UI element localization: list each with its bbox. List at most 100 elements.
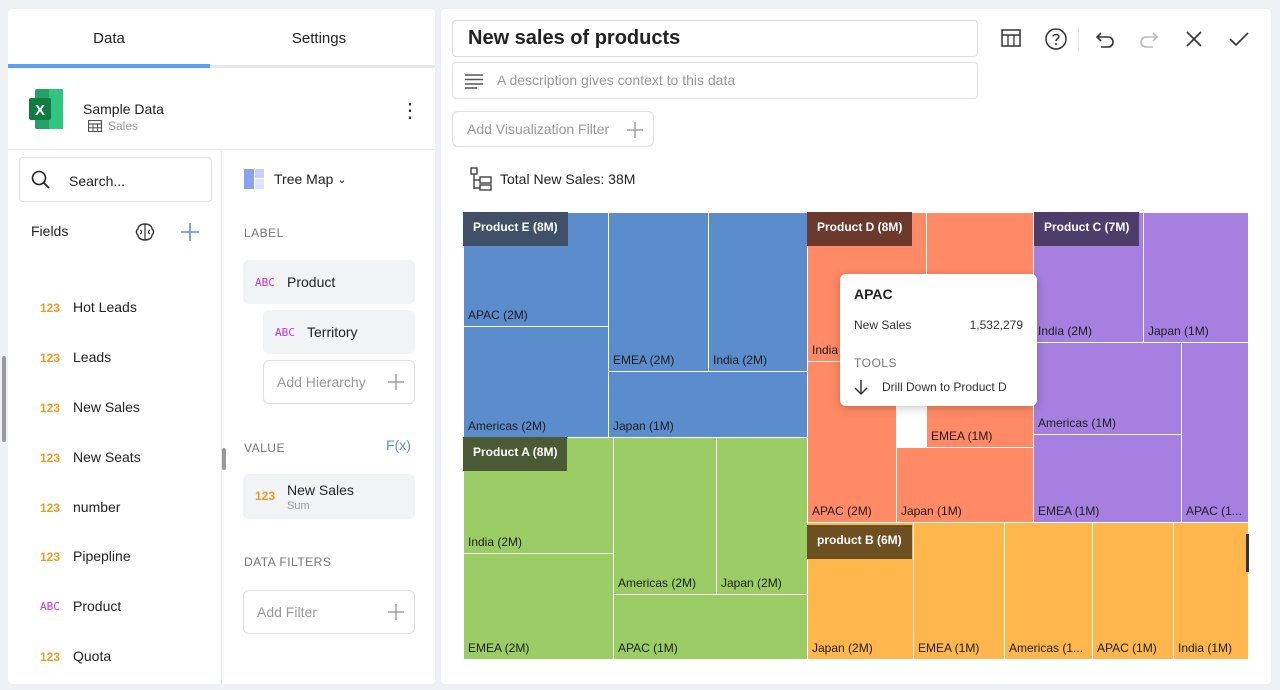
treemap-cell[interactable]: APAC (1M) — [1092, 522, 1174, 660]
confirm-check-icon[interactable] — [1227, 27, 1251, 51]
cell-label: Americas (2M) — [468, 419, 547, 433]
datasource-sheet-label: Sales — [108, 119, 139, 133]
field-item[interactable]: 123 Pipepline — [8, 537, 218, 577]
treemap-cell[interactable]: Japan (1M) — [1143, 212, 1249, 343]
field-type: 123 — [40, 351, 61, 365]
treemap-cell[interactable]: EMEA (1M) — [1033, 434, 1182, 523]
type-badge: ABC — [255, 276, 275, 289]
config-scrollbar[interactable] — [222, 448, 226, 470]
type-badge: 123 — [255, 489, 276, 503]
add-filter-button[interactable]: Add Filter — [243, 590, 415, 634]
hierarchy-icon — [470, 167, 492, 191]
viz-description-input[interactable]: A description gives context to this data — [452, 62, 978, 99]
brain-icon[interactable] — [134, 221, 156, 243]
add-visualization-filter-button[interactable]: Add Visualization Filter — [452, 111, 654, 147]
label-pill-territory[interactable]: ABC Territory — [263, 310, 415, 354]
field-type: 123 — [40, 501, 61, 515]
treemap-group-header[interactable]: Product E (8M) — [463, 212, 568, 246]
cell-label: Americas (1M) — [1038, 416, 1117, 430]
cell-label: Japan (1M) — [901, 504, 962, 518]
field-item[interactable]: 123 Hot Leads — [8, 288, 218, 328]
cell-label: India (2M) — [468, 535, 523, 549]
table-icon — [88, 120, 102, 132]
treemap-cell[interactable]: EMEA (2M) — [608, 212, 709, 372]
fx-button[interactable]: F(x) — [386, 437, 411, 453]
field-item[interactable]: ABC Product — [8, 587, 218, 627]
field-name: number — [73, 499, 121, 515]
treemap-group-header[interactable]: product B (6M) — [807, 525, 912, 559]
field-type: 123 — [40, 401, 61, 415]
field-item[interactable]: 123 number — [8, 488, 218, 528]
drill-down-button[interactable]: Drill Down to Product D — [852, 378, 1007, 396]
viz-title-input[interactable]: New sales of products — [452, 20, 978, 57]
treemap-cell[interactable]: APAC (1M) — [613, 594, 808, 660]
field-name: New Seats — [73, 449, 141, 465]
treemap-tooltip: APAC New Sales 1,532,279 TOOLS Drill Dow… — [840, 274, 1037, 406]
add-filter-label: Add Filter — [257, 604, 317, 620]
plus-icon — [627, 122, 643, 138]
treemap-cell[interactable]: Japan (1M) — [608, 371, 808, 438]
cell-label: Japan (1M) — [1148, 324, 1209, 338]
tab-settings[interactable]: Settings — [291, 30, 347, 47]
treemap-cell[interactable]: EMEA (1M) — [913, 522, 1005, 660]
treemap-cell[interactable]: Americas (2M) — [613, 437, 717, 595]
datasource-header: X Sample Data Sales ⋮ — [8, 68, 435, 150]
arrow-down-icon — [854, 380, 868, 396]
table-view-icon[interactable] — [1000, 27, 1022, 49]
treemap-group-header[interactable]: Product D (8M) — [807, 212, 913, 246]
treemap-group-header[interactable]: Product C (7M) — [1034, 212, 1140, 246]
redo-icon[interactable] — [1137, 27, 1161, 51]
viz-type-selector[interactable]: Tree Map ⌄ — [244, 169, 347, 189]
treemap-cell[interactable]: Americas (1... — [1004, 522, 1093, 660]
add-field-icon[interactable] — [179, 221, 201, 243]
treemap-cell[interactable]: APAC (1... — [1181, 342, 1249, 523]
undo-icon[interactable] — [1093, 27, 1117, 51]
cell-label: APAC (2M) — [812, 504, 872, 518]
label-section-title: LABEL — [244, 226, 284, 240]
close-icon[interactable] — [1182, 27, 1206, 51]
field-type: ABC — [40, 600, 60, 613]
value-pill-new-sales[interactable]: 123 New Sales Sum — [243, 474, 415, 519]
pill-aggregation: Sum — [287, 500, 310, 512]
treemap-cell[interactable]: India (2M) — [708, 212, 808, 372]
field-item[interactable]: 123 New Sales — [8, 388, 218, 428]
tooltip-value: 1,532,279 — [969, 318, 1023, 332]
field-type: 123 — [40, 650, 61, 664]
cell-label: APAC (1... — [1186, 504, 1242, 518]
add-viz-filter-label: Add Visualization Filter — [467, 121, 610, 137]
pill-name: Territory — [307, 324, 358, 340]
tab-data[interactable]: Data — [93, 30, 125, 47]
field-type: 123 — [40, 301, 61, 315]
help-icon[interactable] — [1044, 27, 1068, 51]
search-placeholder: Search... — [69, 173, 126, 189]
cell-label: India (1M) — [1178, 641, 1233, 655]
more-options-icon[interactable]: ⋮ — [400, 100, 420, 122]
total-summary: Total New Sales: 38M — [470, 167, 635, 191]
field-item[interactable]: 123 New Seats — [8, 438, 218, 478]
treemap-cell[interactable]: Japan (2M) — [716, 437, 808, 595]
description-icon — [465, 74, 483, 89]
pill-name: Product — [287, 274, 336, 290]
treemap-cell[interactable]: EMEA (2M) — [463, 553, 614, 660]
search-input[interactable]: Search... — [19, 157, 212, 202]
label-pill-product[interactable]: ABC Product — [243, 260, 415, 304]
treemap-cell[interactable]: India (1M) — [1173, 522, 1249, 660]
field-item[interactable]: 123 Quota — [8, 637, 218, 677]
treemap-cell[interactable]: Japan (1M) — [896, 447, 1034, 523]
fields-scrollbar[interactable] — [2, 356, 6, 442]
field-item[interactable]: 123 Leads — [8, 338, 218, 378]
treemap-cell[interactable]: Americas (2M) — [463, 326, 609, 438]
treemap-scrollbar[interactable] — [1246, 534, 1249, 572]
cell-label: Japan (2M) — [812, 641, 873, 655]
cell-label: India (2M) — [713, 353, 768, 367]
treemap-cell[interactable]: Americas (1M) — [1033, 342, 1182, 435]
cell-label: Japan (2M) — [721, 576, 782, 590]
cell-label: Americas (2M) — [618, 576, 697, 590]
tooltip-title: APAC — [854, 286, 893, 302]
data-filters-section-title: DATA FILTERS — [244, 555, 332, 569]
cell-label: Americas (1... — [1009, 641, 1084, 655]
fields-title: Fields — [31, 223, 69, 239]
treemap-group-header[interactable]: Product A (8M) — [463, 437, 568, 471]
cell-label: Japan (1M) — [613, 419, 674, 433]
add-hierarchy-button[interactable]: Add Hierarchy — [263, 360, 415, 404]
